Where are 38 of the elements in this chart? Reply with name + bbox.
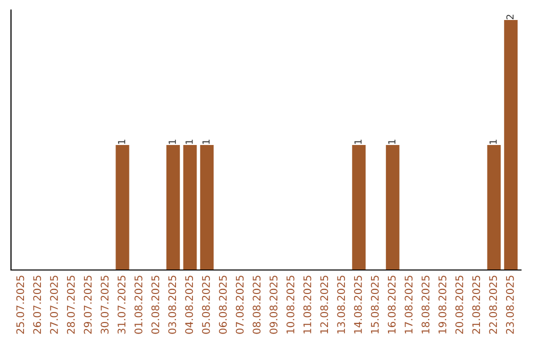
x-tick-label: 05.08.2025 (202, 276, 210, 334)
x-tick-label: 02.08.2025 (151, 276, 160, 334)
x-tick-label: 15.08.2025 (370, 276, 379, 334)
x-tick-label: 01.08.2025 (134, 276, 142, 334)
x-tick-label: 11.08.2025 (303, 276, 312, 334)
data-label: 1 (202, 140, 210, 144)
x-tick-label: 16.08.2025 (388, 276, 396, 334)
x-tick-label: 23.08.2025 (506, 276, 514, 334)
data-label: 1 (490, 140, 497, 144)
x-tick-label: 07.08.2025 (236, 276, 244, 334)
x-tick-label: 13.08.2025 (337, 276, 346, 334)
data-label: 1 (388, 140, 396, 144)
x-tick-label: 06.08.2025 (218, 276, 227, 334)
x-tick-label: 17.08.2025 (404, 276, 413, 334)
data-label: 1 (354, 140, 362, 144)
data-label: 1 (168, 140, 176, 144)
x-tick-label: 26.07.2025 (33, 276, 42, 334)
x-tick-label: 18.08.2025 (422, 276, 430, 334)
x-tick-label: 29.07.2025 (84, 276, 92, 334)
x-tick-label: 10.08.2025 (286, 276, 294, 334)
x-tick-label: 20.08.2025 (455, 276, 464, 334)
x-tick-label: 19.08.2025 (438, 276, 446, 334)
data-label: 1 (118, 140, 126, 144)
data-label: 2 (506, 14, 514, 20)
x-tick-label: 14.08.2025 (354, 276, 362, 334)
x-tick-label: 08.08.2025 (252, 276, 261, 334)
x-tick-label: 12.08.2025 (320, 276, 328, 334)
x-tick-label: 21.08.2025 (472, 276, 480, 334)
x-tick-label: 31.07.2025 (118, 276, 126, 334)
x-tick-label: 03.08.2025 (168, 276, 176, 334)
x-tick-label: 30.07.2025 (100, 276, 109, 334)
x-tick-label: 22.08.2025 (489, 276, 498, 334)
x-tick-label: 09.08.2025 (270, 276, 278, 334)
data-label: 1 (186, 140, 193, 144)
x-tick-label: 28.07.2025 (66, 276, 75, 334)
x-tick-label: 25.07.2025 (16, 276, 24, 334)
x-tick-label: 27.07.2025 (50, 276, 58, 334)
x-tick-label: 04.08.2025 (185, 276, 194, 334)
